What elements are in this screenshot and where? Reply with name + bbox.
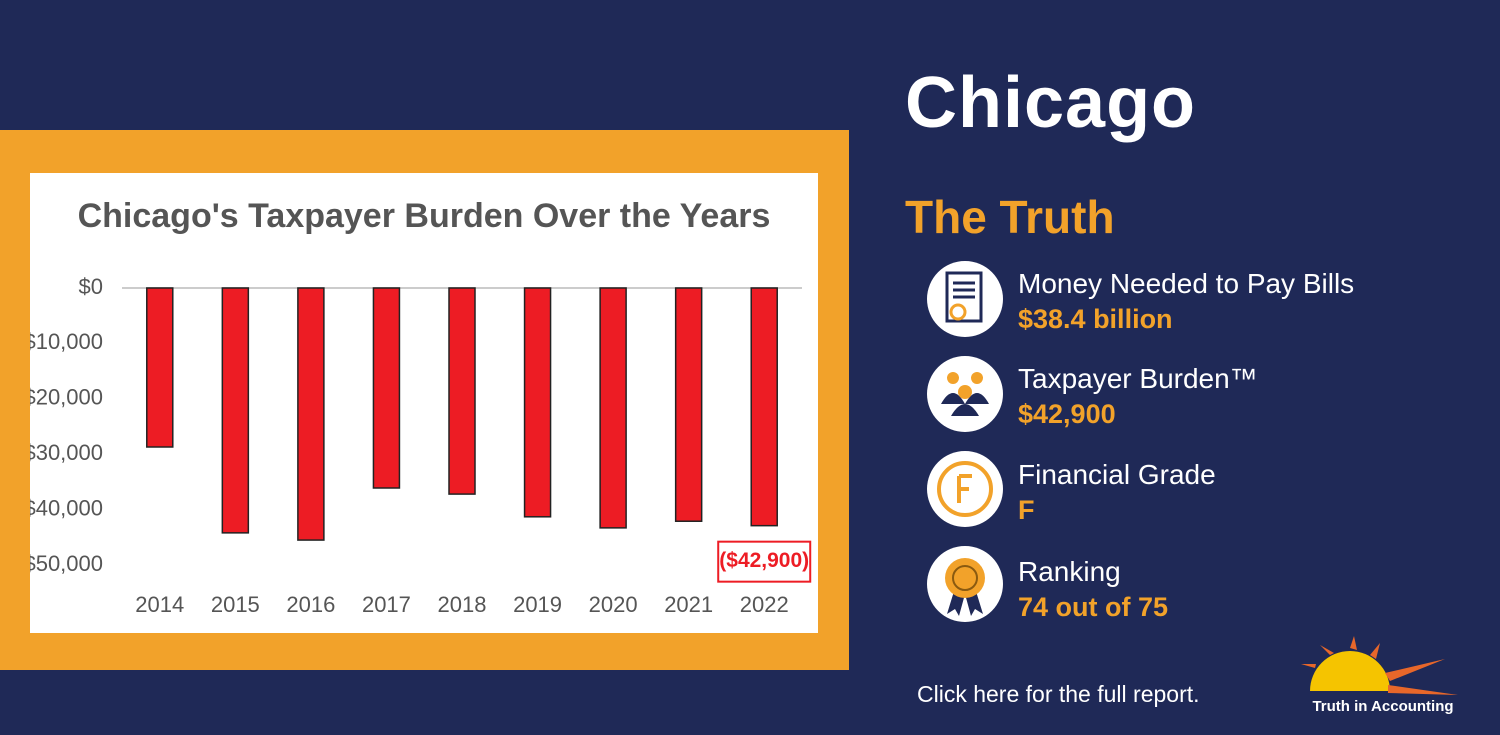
value-label: ($42,900) <box>719 549 809 572</box>
report-link[interactable]: Click here for the full report. <box>917 681 1200 707</box>
logo: Truth in Accounting <box>1301 636 1458 715</box>
x-tick-label: 2021 <box>664 592 713 617</box>
x-tick-label: 2022 <box>740 592 789 617</box>
item-label: Money Needed to Pay Bills <box>1018 268 1355 299</box>
ranking-icon <box>927 546 1003 622</box>
item-value: $38.4 billion <box>1018 304 1173 334</box>
bar <box>448 287 476 495</box>
x-tick-label: 2020 <box>589 592 638 617</box>
x-tick-label: 2017 <box>362 592 411 617</box>
bar <box>674 287 703 522</box>
x-tick-label: 2018 <box>438 592 487 617</box>
bills-icon <box>927 261 1003 337</box>
y-tick-label: $30,000 <box>30 440 103 465</box>
item-label: Ranking <box>1018 556 1121 587</box>
grade-icon <box>927 451 1003 527</box>
item-label: Taxpayer Burden™ <box>1018 363 1258 394</box>
x-tick-label: 2015 <box>211 592 260 617</box>
bar <box>372 287 401 489</box>
x-tick-label: 2014 <box>135 592 184 617</box>
bar <box>750 287 778 527</box>
bar <box>221 287 250 534</box>
bar <box>599 287 627 529</box>
chart: Chicago's Taxpayer Burden Over the Years… <box>30 173 818 633</box>
x-tick-label: 2016 <box>286 592 335 617</box>
logo-text: Truth in Accounting <box>1312 698 1453 715</box>
chart-title: Chicago's Taxpayer Burden Over the Years <box>78 197 771 235</box>
item-value: $42,900 <box>1018 399 1116 429</box>
bar <box>297 287 325 541</box>
y-tick-label: $20,000 <box>30 385 103 410</box>
y-tick-label: $0 <box>79 274 103 299</box>
x-tick-label: 2019 <box>513 592 562 617</box>
burden-icon <box>927 356 1003 432</box>
item-value: F <box>1018 495 1035 525</box>
bar <box>523 287 552 518</box>
city-title: Chicago <box>905 63 1197 143</box>
y-tick-label: $10,000 <box>30 329 103 354</box>
y-tick-label: $40,000 <box>30 495 103 520</box>
bar <box>146 287 174 448</box>
item-value: 74 out of 75 <box>1018 592 1169 622</box>
y-tick-label: $50,000 <box>30 551 103 576</box>
icons <box>927 261 1003 622</box>
subtitle: The Truth <box>905 191 1115 243</box>
value-label-box <box>717 540 812 583</box>
item-label: Financial Grade <box>1018 459 1216 490</box>
